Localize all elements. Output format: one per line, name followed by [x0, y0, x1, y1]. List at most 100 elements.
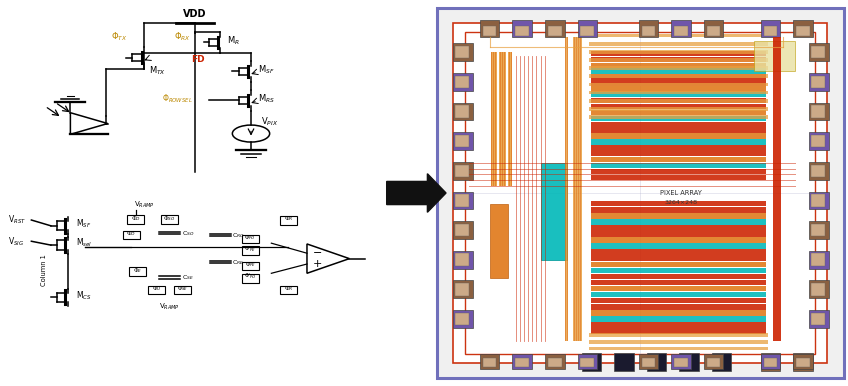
Bar: [591, 86, 767, 91]
Bar: [591, 249, 767, 255]
Text: M$_{CS}$: M$_{CS}$: [76, 289, 92, 301]
Bar: [591, 169, 767, 174]
Text: $\Phi_D$: $\Phi_D$: [131, 213, 141, 223]
Bar: [581, 358, 594, 367]
Bar: [589, 34, 768, 37]
Bar: [483, 358, 496, 367]
Bar: [455, 46, 469, 58]
Bar: [671, 354, 691, 369]
Bar: [812, 313, 825, 325]
Bar: [591, 151, 767, 156]
Bar: [127, 215, 144, 224]
Bar: [591, 231, 767, 237]
Bar: [453, 132, 472, 150]
Text: FD: FD: [192, 55, 205, 64]
Bar: [591, 310, 767, 316]
Bar: [642, 358, 656, 367]
Bar: [589, 99, 768, 103]
Bar: [453, 221, 472, 239]
Bar: [614, 353, 633, 371]
Text: C$_{RE}$: C$_{RE}$: [232, 258, 244, 267]
Bar: [455, 135, 469, 147]
Bar: [754, 41, 795, 71]
Text: V$_{RAMP}$: V$_{RAMP}$: [134, 200, 154, 210]
Bar: [545, 20, 565, 37]
Bar: [453, 310, 472, 328]
Bar: [512, 354, 532, 369]
Bar: [453, 251, 472, 269]
Bar: [466, 32, 815, 354]
Bar: [679, 353, 699, 371]
Bar: [161, 215, 178, 224]
Bar: [589, 42, 768, 46]
Text: $\Phi_R$: $\Phi_R$: [283, 284, 293, 293]
Bar: [591, 127, 767, 133]
Bar: [812, 46, 825, 58]
Bar: [591, 274, 767, 279]
Bar: [591, 116, 767, 121]
Bar: [591, 298, 767, 303]
Bar: [123, 231, 140, 239]
Text: V$_{RAMP}$: V$_{RAMP}$: [159, 302, 180, 312]
Bar: [582, 353, 601, 371]
Bar: [812, 224, 825, 236]
Text: C$_{SE}$: C$_{SE}$: [182, 273, 194, 283]
Bar: [706, 358, 720, 367]
Bar: [812, 105, 825, 118]
Bar: [455, 76, 469, 88]
Bar: [647, 353, 667, 371]
Bar: [809, 191, 828, 209]
Bar: [577, 354, 597, 369]
Bar: [591, 213, 767, 218]
Bar: [148, 286, 165, 294]
Bar: [591, 104, 767, 109]
Bar: [591, 63, 767, 68]
Bar: [577, 20, 597, 37]
Bar: [591, 110, 767, 115]
Bar: [453, 191, 472, 209]
Text: C$_{SO}$: C$_{SO}$: [182, 229, 195, 238]
Bar: [761, 353, 780, 371]
Bar: [581, 26, 594, 36]
Bar: [591, 280, 767, 285]
Bar: [453, 281, 472, 298]
Bar: [455, 194, 469, 207]
Bar: [174, 286, 191, 294]
Bar: [540, 163, 567, 260]
Text: 3264×248: 3264×248: [665, 200, 697, 205]
Bar: [591, 157, 767, 163]
Bar: [589, 91, 768, 95]
Bar: [453, 103, 472, 120]
Bar: [589, 115, 768, 119]
Bar: [512, 20, 532, 37]
Bar: [591, 98, 767, 103]
Bar: [591, 51, 767, 56]
Text: $\Phi_U$: $\Phi_U$: [152, 284, 162, 293]
Bar: [796, 358, 810, 367]
Bar: [764, 26, 778, 36]
Bar: [455, 164, 469, 177]
Bar: [793, 353, 813, 371]
Bar: [591, 219, 767, 225]
Bar: [129, 267, 146, 276]
Bar: [773, 37, 782, 341]
Bar: [674, 26, 688, 36]
Text: M$_R$: M$_R$: [227, 34, 240, 47]
Bar: [591, 74, 767, 80]
Bar: [591, 322, 767, 328]
Text: $\Phi_{ROWSEL}$: $\Phi_{ROWSEL}$: [162, 93, 192, 105]
Bar: [812, 76, 825, 88]
Bar: [639, 354, 658, 369]
Bar: [589, 74, 768, 78]
Bar: [591, 122, 767, 127]
Bar: [761, 20, 780, 37]
Bar: [589, 340, 768, 344]
Bar: [591, 292, 767, 298]
Bar: [591, 80, 767, 86]
Bar: [242, 235, 259, 243]
Text: C$_{RO}$: C$_{RO}$: [232, 231, 245, 240]
Bar: [674, 358, 688, 367]
Bar: [591, 316, 767, 322]
Text: $\Phi_{TX}$: $\Phi_{TX}$: [110, 31, 127, 43]
Bar: [280, 286, 297, 294]
